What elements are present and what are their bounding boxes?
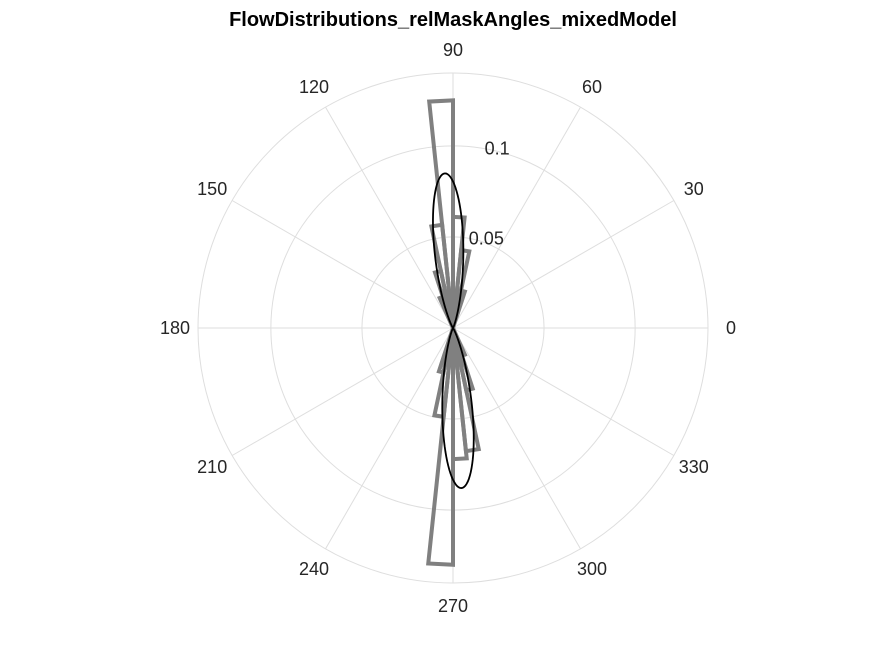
spoke-210 xyxy=(231,327,454,456)
spoke-120 xyxy=(325,106,454,329)
angle-label-150: 150 xyxy=(197,179,227,199)
angle-label-210: 210 xyxy=(197,457,227,477)
radial-label-0.1: 0.1 xyxy=(485,139,510,159)
angle-label-30: 30 xyxy=(684,179,704,199)
spoke-300 xyxy=(452,327,581,550)
histogram-bar-255 xyxy=(436,327,455,376)
outer-circle xyxy=(197,72,709,584)
angle-label-240: 240 xyxy=(299,559,329,579)
histogram-bar-93 xyxy=(426,98,455,329)
angle-label-60: 60 xyxy=(582,77,602,97)
angle-label-330: 330 xyxy=(679,457,709,477)
angle-label-300: 300 xyxy=(577,559,607,579)
axis-labels: 0 30 60 90 120 150 180 210 240 270 300 330 0.05 0.1 xyxy=(160,40,736,616)
spoke-30 xyxy=(452,200,675,329)
chart-title: FlowDistributions_relMaskAngles_mixedMod… xyxy=(229,9,677,31)
radial-label-0.05: 0.05 xyxy=(469,228,504,248)
histogram-series xyxy=(426,98,482,567)
model-curve xyxy=(432,172,475,489)
angle-label-90: 90 xyxy=(443,40,463,60)
angle-label-120: 120 xyxy=(299,77,329,97)
spoke-330 xyxy=(452,327,675,456)
angle-label-180: 180 xyxy=(160,318,190,338)
angle-label-0: 0 xyxy=(726,318,736,338)
spoke-150 xyxy=(231,200,454,329)
model-curve-series xyxy=(432,172,475,489)
angle-label-270: 270 xyxy=(438,596,468,616)
spoke-240 xyxy=(325,327,454,550)
spoke-60 xyxy=(452,106,581,329)
